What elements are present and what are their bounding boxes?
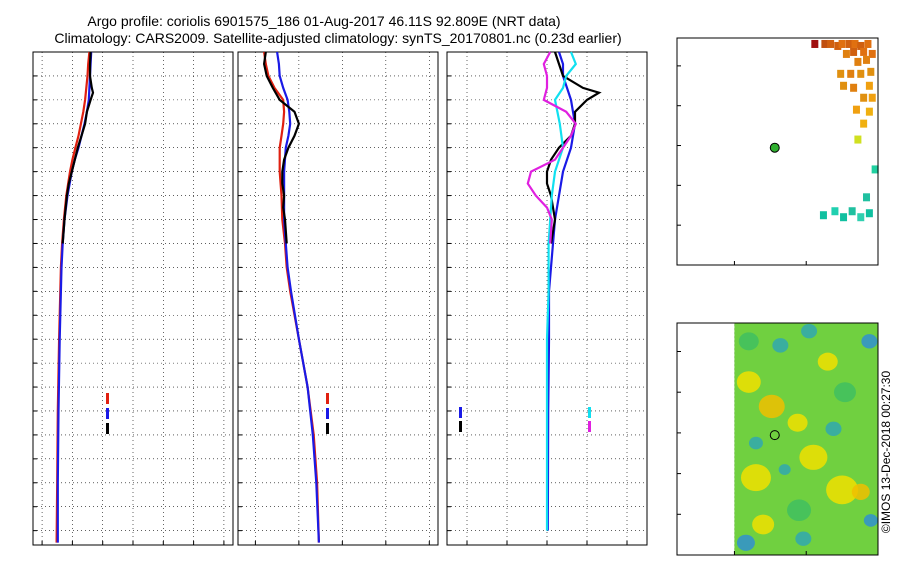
sla-blob	[748, 436, 763, 450]
legend-swatch	[459, 407, 462, 418]
sst-cell	[852, 105, 860, 114]
sla-blob	[772, 338, 789, 353]
imos-watermark: ©IMOS 13-Dec-2018 00:27:30	[879, 371, 893, 534]
sst-cell	[864, 39, 872, 48]
sla-map-panel	[676, 322, 879, 556]
sst-cell	[838, 39, 846, 48]
sla-blob	[863, 514, 878, 527]
sst-cell	[857, 41, 865, 50]
sla-blob	[758, 394, 785, 419]
map-frame	[676, 37, 879, 266]
sla-blob	[787, 413, 808, 432]
sst-cell	[848, 207, 856, 216]
sst-cell	[851, 39, 859, 48]
legend-swatch	[326, 393, 329, 404]
sst-cell	[860, 93, 868, 102]
sla-blob	[738, 332, 759, 351]
sst-cell	[854, 135, 862, 144]
figure-title-line1: Argo profile: coriolis 6901575_186 01-Au…	[87, 13, 560, 29]
sst-cell	[868, 93, 876, 102]
sst-cell	[871, 165, 879, 174]
series-line-argo	[262, 51, 301, 244]
sst-cell	[845, 39, 853, 48]
argo-position-marker	[769, 142, 780, 153]
series-line-argo	[61, 51, 95, 244]
sst-cell	[842, 49, 850, 58]
sla-blob	[817, 352, 838, 371]
salinity-panel	[237, 51, 439, 546]
plot-frame	[237, 51, 439, 546]
difference-panel	[446, 51, 648, 546]
sst-cell	[860, 119, 868, 128]
temperature-panel	[32, 51, 234, 546]
sst-cell	[857, 213, 865, 222]
sst-cell	[865, 81, 873, 90]
sst-cell	[831, 207, 839, 216]
argo-position-marker	[769, 430, 780, 441]
figure-title-line2: Climatology: CARS2009. Satellite-adjuste…	[54, 30, 621, 46]
sst-cell	[857, 69, 865, 78]
sst-cell	[847, 69, 855, 78]
sst-cell	[840, 81, 848, 90]
sst-cell	[867, 67, 875, 76]
sla-blob	[826, 475, 859, 505]
sla-blob	[787, 499, 812, 522]
sst-cell	[850, 83, 858, 92]
map-frame	[676, 322, 879, 556]
legend-swatch	[588, 407, 591, 418]
sst-cell	[840, 213, 848, 222]
sla-blob	[861, 334, 878, 349]
series-line-s-satellite	[545, 51, 578, 531]
sst-cell	[827, 39, 835, 48]
sla-blob	[740, 464, 771, 492]
sst-cell	[850, 47, 858, 56]
sst-cell	[811, 39, 819, 48]
sla-blob	[736, 371, 761, 393]
sla-blob	[736, 534, 755, 551]
legend-swatch	[326, 423, 329, 434]
series-line-s-argo	[526, 51, 578, 244]
sla-blob	[795, 531, 812, 546]
sst-cell	[819, 211, 827, 220]
series-line-satellite-adj--clim-	[276, 51, 320, 543]
sst-cell	[834, 41, 842, 50]
sst-cell	[865, 107, 873, 116]
legend-swatch	[106, 393, 109, 404]
sst-cell	[837, 69, 845, 78]
sla-blob	[752, 514, 775, 535]
sst-cell	[821, 39, 829, 48]
plot-frame	[32, 51, 234, 546]
sst-cell	[863, 193, 871, 202]
sst-map-panel	[676, 37, 879, 266]
sla-blob	[833, 382, 856, 403]
sst-cell	[863, 55, 871, 64]
sla-blob	[778, 464, 791, 475]
sst-cell	[865, 209, 873, 218]
sst-cell	[854, 57, 862, 66]
sla-blob	[799, 444, 828, 470]
legend-swatch	[459, 421, 462, 432]
sla-blob	[801, 323, 818, 339]
sst-cell	[868, 49, 876, 58]
legend-swatch	[106, 408, 109, 419]
sla-blob	[825, 421, 842, 437]
sla-blob	[851, 483, 870, 501]
legend-swatch	[326, 408, 329, 419]
legend-swatch	[106, 423, 109, 434]
sst-cell	[860, 47, 868, 56]
legend-swatch	[588, 421, 591, 432]
